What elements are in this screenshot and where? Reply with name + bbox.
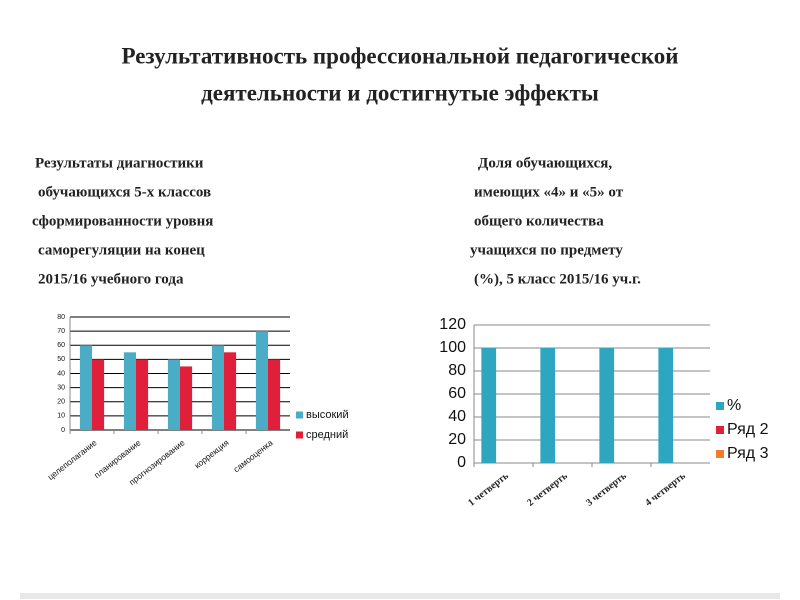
bar: [123, 352, 136, 430]
y-tick-label: 30: [57, 384, 65, 391]
slide-title: Результативность профессиональной педаго…: [121, 43, 678, 68]
y-tick-label: 20: [57, 399, 65, 406]
y-tick-label: 60: [448, 385, 466, 402]
y-tick-label: 40: [57, 370, 65, 377]
caption: обучающихся 5-х классов: [38, 184, 211, 200]
caption: саморегуляции на конец: [38, 242, 205, 258]
bar: [255, 331, 268, 430]
bar: [79, 345, 92, 430]
bar: [481, 348, 497, 463]
caption: (%), 5 класс 2015/16 уч.г.: [474, 271, 641, 287]
y-tick-label: 100: [439, 339, 466, 356]
caption: учащихся по предмету: [470, 242, 623, 258]
legend-label: средний: [306, 429, 348, 441]
y-tick-label: 60: [57, 342, 65, 349]
y-tick-label: 0: [61, 427, 65, 434]
bar: [599, 348, 615, 463]
bar: [92, 359, 105, 430]
bar: [540, 348, 556, 463]
y-tick-label: 50: [57, 356, 65, 363]
legend-label: Ряд 2: [727, 421, 769, 438]
bar: [180, 366, 193, 430]
y-tick-label: 80: [57, 314, 65, 321]
legend-swatch: [296, 411, 303, 419]
y-tick-label: 40: [448, 408, 466, 425]
caption: Результаты диагностики: [35, 155, 204, 171]
bar: [268, 359, 281, 430]
caption: Доля обучающихся,: [478, 155, 612, 171]
legend-swatch: [716, 450, 724, 458]
legend-label: %: [727, 397, 741, 414]
caption: сформированности уровня: [32, 213, 213, 229]
y-tick-label: 0: [457, 454, 466, 471]
legend-label: Ряд 3: [727, 445, 769, 462]
y-tick-label: 70: [57, 328, 65, 335]
legend-label: высокий: [306, 409, 349, 421]
caption: общего количества: [474, 213, 604, 229]
legend-swatch: [716, 426, 724, 434]
bar: [136, 359, 149, 430]
slide-title: деятельности и достигнутые эффекты: [201, 80, 599, 105]
legend-swatch: [296, 431, 303, 439]
y-tick-label: 120: [439, 316, 466, 333]
y-tick-label: 10: [57, 413, 65, 420]
y-tick-label: 80: [448, 362, 466, 379]
bar: [167, 359, 180, 430]
caption: 2015/16 учебного года: [38, 271, 184, 287]
y-tick-label: 20: [448, 431, 466, 448]
caption: имеющих «4» и «5» от: [474, 184, 624, 200]
bar: [211, 345, 224, 430]
bar: [224, 352, 237, 430]
bar: [658, 348, 674, 463]
legend-swatch: [716, 402, 724, 410]
